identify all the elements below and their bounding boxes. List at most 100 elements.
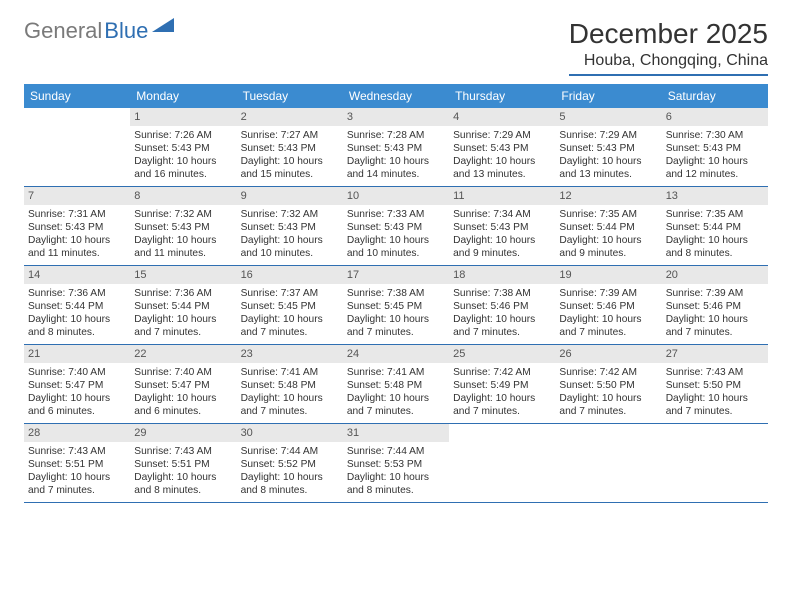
day-cell: 1Sunrise: 7:26 AMSunset: 5:43 PMDaylight… bbox=[130, 108, 236, 186]
sunrise-text: Sunrise: 7:38 AM bbox=[453, 287, 551, 300]
daylight1-text: Daylight: 10 hours bbox=[666, 155, 764, 168]
day-cell: 6Sunrise: 7:30 AMSunset: 5:43 PMDaylight… bbox=[662, 108, 768, 186]
calendar-grid: SundayMondayTuesdayWednesdayThursdayFrid… bbox=[24, 84, 768, 503]
day-number: 19 bbox=[555, 266, 661, 284]
header: General Blue December 2025 Houba, Chongq… bbox=[24, 18, 768, 76]
daylight2-text: and 7 minutes. bbox=[347, 405, 445, 418]
week-row: 28Sunrise: 7:43 AMSunset: 5:51 PMDayligh… bbox=[24, 424, 768, 503]
day-number: 26 bbox=[555, 345, 661, 363]
daylight1-text: Daylight: 10 hours bbox=[347, 234, 445, 247]
daylight2-text: and 8 minutes. bbox=[666, 247, 764, 260]
daylight1-text: Daylight: 10 hours bbox=[559, 313, 657, 326]
daylight1-text: Daylight: 10 hours bbox=[453, 155, 551, 168]
sunset-text: Sunset: 5:44 PM bbox=[134, 300, 232, 313]
sunset-text: Sunset: 5:43 PM bbox=[559, 142, 657, 155]
day-cell: 25Sunrise: 7:42 AMSunset: 5:49 PMDayligh… bbox=[449, 345, 555, 423]
sunset-text: Sunset: 5:43 PM bbox=[347, 142, 445, 155]
day-number: 17 bbox=[343, 266, 449, 284]
daylight1-text: Daylight: 10 hours bbox=[347, 155, 445, 168]
day-of-week-header: Sunday bbox=[24, 84, 130, 108]
sunset-text: Sunset: 5:43 PM bbox=[28, 221, 126, 234]
sunrise-text: Sunrise: 7:29 AM bbox=[453, 129, 551, 142]
sunset-text: Sunset: 5:46 PM bbox=[666, 300, 764, 313]
day-of-week-header: Wednesday bbox=[343, 84, 449, 108]
day-cell: 8Sunrise: 7:32 AMSunset: 5:43 PMDaylight… bbox=[130, 187, 236, 265]
daylight1-text: Daylight: 10 hours bbox=[134, 234, 232, 247]
daylight2-text: and 16 minutes. bbox=[134, 168, 232, 181]
sunrise-text: Sunrise: 7:39 AM bbox=[666, 287, 764, 300]
daylight2-text: and 13 minutes. bbox=[453, 168, 551, 181]
daylight1-text: Daylight: 10 hours bbox=[666, 392, 764, 405]
daylight1-text: Daylight: 10 hours bbox=[28, 234, 126, 247]
weeks-container: .1Sunrise: 7:26 AMSunset: 5:43 PMDayligh… bbox=[24, 108, 768, 503]
day-cell: 9Sunrise: 7:32 AMSunset: 5:43 PMDaylight… bbox=[237, 187, 343, 265]
daylight2-text: and 10 minutes. bbox=[241, 247, 339, 260]
day-cell: 30Sunrise: 7:44 AMSunset: 5:52 PMDayligh… bbox=[237, 424, 343, 502]
month-title: December 2025 bbox=[569, 18, 768, 50]
day-number: 13 bbox=[662, 187, 768, 205]
day-number: 15 bbox=[130, 266, 236, 284]
day-cell: 29Sunrise: 7:43 AMSunset: 5:51 PMDayligh… bbox=[130, 424, 236, 502]
daylight2-text: and 7 minutes. bbox=[559, 405, 657, 418]
sunrise-text: Sunrise: 7:26 AM bbox=[134, 129, 232, 142]
daylight2-text: and 7 minutes. bbox=[241, 405, 339, 418]
day-cell: 2Sunrise: 7:27 AMSunset: 5:43 PMDaylight… bbox=[237, 108, 343, 186]
day-number: 28 bbox=[24, 424, 130, 442]
daylight2-text: and 13 minutes. bbox=[559, 168, 657, 181]
sunset-text: Sunset: 5:46 PM bbox=[453, 300, 551, 313]
sunset-text: Sunset: 5:47 PM bbox=[28, 379, 126, 392]
day-cell: 22Sunrise: 7:40 AMSunset: 5:47 PMDayligh… bbox=[130, 345, 236, 423]
day-cell: . bbox=[662, 424, 768, 502]
day-number: 9 bbox=[237, 187, 343, 205]
sunset-text: Sunset: 5:43 PM bbox=[241, 221, 339, 234]
daylight2-text: and 7 minutes. bbox=[666, 405, 764, 418]
daylight1-text: Daylight: 10 hours bbox=[453, 392, 551, 405]
sunrise-text: Sunrise: 7:44 AM bbox=[347, 445, 445, 458]
day-number: 23 bbox=[237, 345, 343, 363]
sunrise-text: Sunrise: 7:35 AM bbox=[666, 208, 764, 221]
sunset-text: Sunset: 5:47 PM bbox=[134, 379, 232, 392]
sunrise-text: Sunrise: 7:44 AM bbox=[241, 445, 339, 458]
daylight2-text: and 11 minutes. bbox=[134, 247, 232, 260]
sunrise-text: Sunrise: 7:43 AM bbox=[134, 445, 232, 458]
sunset-text: Sunset: 5:44 PM bbox=[666, 221, 764, 234]
day-of-week-header: Friday bbox=[555, 84, 661, 108]
day-cell: 12Sunrise: 7:35 AMSunset: 5:44 PMDayligh… bbox=[555, 187, 661, 265]
sunset-text: Sunset: 5:43 PM bbox=[453, 221, 551, 234]
sunset-text: Sunset: 5:43 PM bbox=[666, 142, 764, 155]
day-number: 22 bbox=[130, 345, 236, 363]
day-number: 18 bbox=[449, 266, 555, 284]
week-row: 7Sunrise: 7:31 AMSunset: 5:43 PMDaylight… bbox=[24, 187, 768, 266]
day-number: 14 bbox=[24, 266, 130, 284]
day-number: 8 bbox=[130, 187, 236, 205]
day-cell: 20Sunrise: 7:39 AMSunset: 5:46 PMDayligh… bbox=[662, 266, 768, 344]
day-of-week-header: Tuesday bbox=[237, 84, 343, 108]
sunset-text: Sunset: 5:51 PM bbox=[134, 458, 232, 471]
week-row: 21Sunrise: 7:40 AMSunset: 5:47 PMDayligh… bbox=[24, 345, 768, 424]
daylight1-text: Daylight: 10 hours bbox=[134, 471, 232, 484]
calendar-page: General Blue December 2025 Houba, Chongq… bbox=[0, 0, 792, 612]
sunrise-text: Sunrise: 7:27 AM bbox=[241, 129, 339, 142]
day-number: 27 bbox=[662, 345, 768, 363]
day-of-week-header: Thursday bbox=[449, 84, 555, 108]
daylight1-text: Daylight: 10 hours bbox=[134, 155, 232, 168]
day-number: 16 bbox=[237, 266, 343, 284]
day-number: 20 bbox=[662, 266, 768, 284]
daylight2-text: and 8 minutes. bbox=[28, 326, 126, 339]
sunset-text: Sunset: 5:43 PM bbox=[241, 142, 339, 155]
day-cell: 31Sunrise: 7:44 AMSunset: 5:53 PMDayligh… bbox=[343, 424, 449, 502]
daylight1-text: Daylight: 10 hours bbox=[347, 471, 445, 484]
logo-triangle-icon bbox=[152, 16, 174, 37]
sunset-text: Sunset: 5:44 PM bbox=[559, 221, 657, 234]
daylight2-text: and 7 minutes. bbox=[134, 326, 232, 339]
sunrise-text: Sunrise: 7:40 AM bbox=[28, 366, 126, 379]
day-cell: . bbox=[24, 108, 130, 186]
sunrise-text: Sunrise: 7:42 AM bbox=[559, 366, 657, 379]
day-number: 2 bbox=[237, 108, 343, 126]
day-cell: 23Sunrise: 7:41 AMSunset: 5:48 PMDayligh… bbox=[237, 345, 343, 423]
daylight2-text: and 9 minutes. bbox=[453, 247, 551, 260]
sunset-text: Sunset: 5:45 PM bbox=[347, 300, 445, 313]
sunrise-text: Sunrise: 7:29 AM bbox=[559, 129, 657, 142]
day-cell: 13Sunrise: 7:35 AMSunset: 5:44 PMDayligh… bbox=[662, 187, 768, 265]
sunrise-text: Sunrise: 7:33 AM bbox=[347, 208, 445, 221]
